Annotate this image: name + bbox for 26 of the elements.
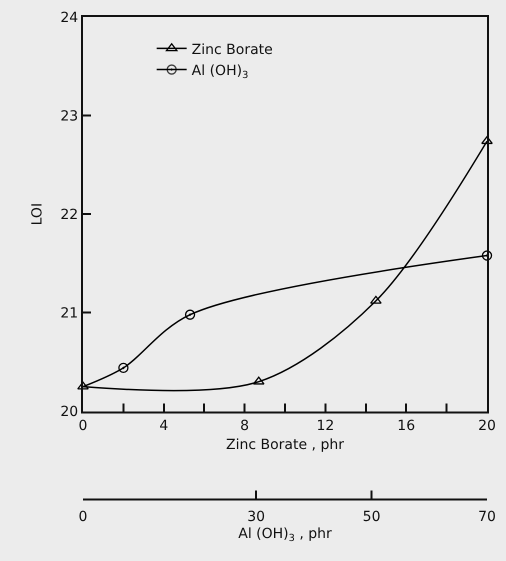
x2-tick-label: 30: [247, 509, 266, 526]
point: [481, 136, 493, 144]
x-tick-label: 8: [240, 418, 250, 434]
x-tick-label: 0: [78, 418, 88, 434]
x-tick-label: 16: [397, 418, 416, 434]
x-tick-label: 20: [478, 418, 496, 434]
x-axis-title: Zinc Borate , phr: [226, 436, 344, 453]
x-tick-label: 4: [159, 418, 168, 434]
x2-tick-label: 0: [78, 509, 88, 526]
x2-tick-label: 50: [362, 509, 380, 526]
x2-axis-title: Al (OH)$_{3}$ , phr: [238, 526, 332, 544]
legend-label: Zinc Borate: [192, 42, 273, 58]
y-tick-label: 20: [60, 404, 78, 420]
point: [482, 250, 492, 261]
y-tick-label: 22: [60, 207, 78, 224]
y-axis-title: LOI: [29, 202, 46, 226]
y-tick-label: 21: [60, 306, 78, 322]
point: [77, 381, 89, 390]
point: [370, 296, 382, 304]
point: [118, 362, 129, 374]
legend-label: Al (OH)$_{3}$: [192, 63, 248, 81]
y-tick-label: 23: [60, 108, 78, 124]
y-tick-label: 24: [60, 10, 78, 26]
x-tick-label: 12: [316, 418, 334, 434]
point: [184, 310, 196, 320]
x2-tick-label: 70: [478, 509, 496, 526]
